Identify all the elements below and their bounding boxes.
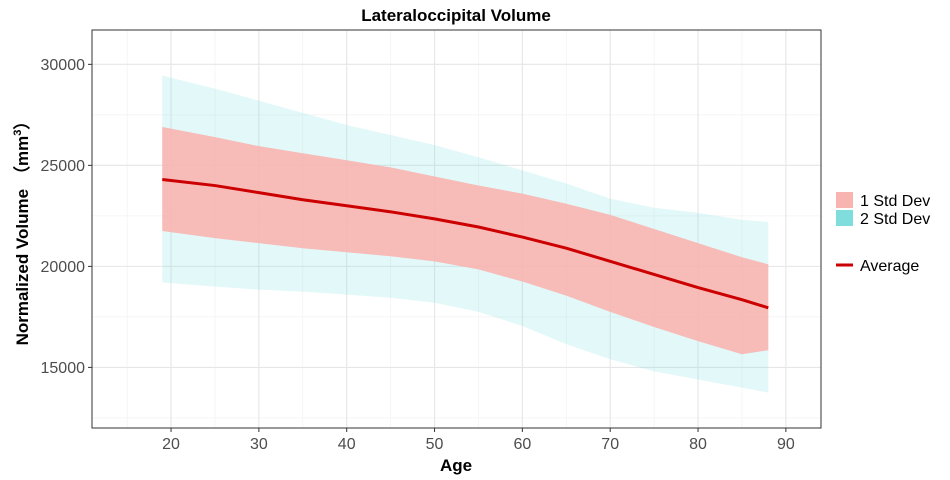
- y-axis-ticks: 15000 20000 25000 30000: [41, 57, 92, 377]
- y-tick-label: 20000: [41, 259, 86, 276]
- legend-label-average: Average: [860, 258, 919, 275]
- average-line-group: [162, 178, 769, 310]
- x-tick-label: 40: [338, 436, 356, 453]
- x-tick-label: 80: [689, 436, 707, 453]
- x-tick-label: 60: [513, 436, 531, 453]
- y-tick-label: 15000: [41, 360, 86, 377]
- legend-label-1-std-dev: 1 Std Dev: [860, 193, 930, 210]
- x-tick-label: 90: [777, 436, 795, 453]
- series-line-average: [162, 178, 769, 310]
- y-axis-title-unit-close: ）: [12, 113, 32, 130]
- x-tick-label: 30: [250, 436, 268, 453]
- x-tick-label: 70: [601, 436, 619, 453]
- x-tick-label: 50: [426, 436, 444, 453]
- y-axis-title-unit-sup: 3: [12, 130, 24, 136]
- legend-key-2-std-dev: [836, 210, 853, 226]
- y-tick-label: 25000: [41, 158, 86, 175]
- y-axis-title: Normalized Volume （mm3）: [12, 113, 32, 346]
- plot-border: [91, 29, 822, 429]
- legend-label-2-std-dev: 2 Std Dev: [860, 211, 930, 228]
- y-tick-label: 30000: [41, 57, 86, 74]
- x-axis-title: Age: [440, 456, 472, 475]
- legend-key-1-std-dev: [836, 192, 853, 208]
- x-tick-label: 20: [162, 436, 180, 453]
- std-dev-bands: [162, 75, 769, 393]
- band-1-std-dev: [162, 126, 769, 355]
- y-axis-title-unit: （mm: [12, 136, 32, 183]
- x-axis-ticks: 20 30 40 50 60 70 80 90: [162, 428, 795, 453]
- y-axis-title-main: Normalized Volume: [13, 189, 32, 346]
- chart-title: Lateraloccipital Volume: [361, 6, 551, 25]
